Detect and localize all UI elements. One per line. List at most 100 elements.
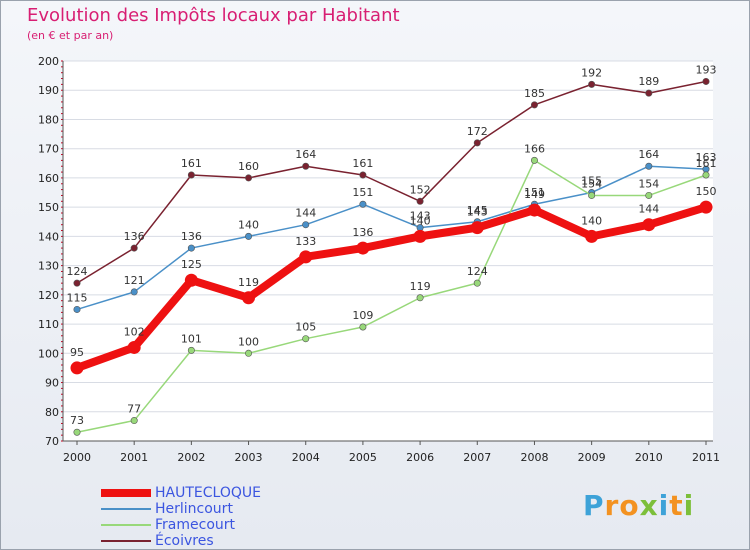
data-point-hautecloque	[70, 361, 84, 375]
plot-area	[63, 61, 713, 441]
data-label-herlincourt: 136	[181, 230, 202, 243]
x-tick-label: 2004	[292, 451, 320, 464]
data-label-framecourt: 100	[238, 335, 259, 348]
y-tick-label: 190	[38, 84, 59, 97]
data-point-hautecloque	[299, 250, 313, 264]
y-tick-label: 170	[38, 143, 59, 156]
data-point-ecoivres	[473, 139, 481, 147]
data-label-framecourt: 105	[295, 321, 316, 334]
legend-swatch	[101, 524, 151, 526]
data-label-ecoivres: 164	[295, 148, 316, 161]
data-label-hautecloque: 102	[124, 325, 145, 338]
x-tick-label: 2008	[520, 451, 548, 464]
data-point-hautecloque	[699, 200, 713, 214]
data-label-framecourt: 124	[467, 265, 488, 278]
x-tick-label: 2001	[120, 451, 148, 464]
data-label-ecoivres: 152	[410, 183, 431, 196]
x-tick-label: 2010	[635, 451, 663, 464]
x-tick-label: 2003	[235, 451, 263, 464]
data-point-framecourt	[73, 428, 81, 436]
data-label-herlincourt: 143	[410, 210, 431, 223]
data-point-framecourt	[645, 191, 653, 199]
x-tick-label: 2002	[177, 451, 205, 464]
logo-letter: i	[658, 489, 670, 522]
y-tick-label: 80	[45, 406, 59, 419]
data-point-ecoivres	[73, 279, 81, 287]
data-point-framecourt	[473, 279, 481, 287]
y-tick-label: 90	[45, 377, 59, 390]
y-tick-label: 110	[38, 318, 59, 331]
legend-swatch	[101, 489, 151, 497]
logo-letter: o	[619, 489, 640, 522]
data-label-hautecloque: 95	[70, 346, 84, 359]
chart-subtitle: (en € et par an)	[27, 29, 114, 42]
series-line-herlincourt	[76, 165, 707, 311]
y-tick-label: 180	[38, 113, 59, 126]
data-label-ecoivres: 160	[238, 160, 259, 173]
data-point-framecourt	[245, 349, 253, 357]
data-label-framecourt: 77	[127, 403, 141, 416]
data-label-hautecloque: 144	[638, 203, 659, 216]
data-point-ecoivres	[588, 80, 596, 88]
data-point-hautecloque	[413, 229, 427, 243]
data-point-hautecloque	[642, 218, 656, 232]
data-point-herlincourt	[645, 162, 653, 170]
data-point-herlincourt	[187, 244, 195, 252]
data-point-framecourt	[359, 323, 367, 331]
data-label-framecourt: 161	[696, 157, 717, 170]
data-point-hautecloque	[585, 229, 599, 243]
legend-label: HAUTECLOQUE	[155, 485, 261, 501]
data-point-framecourt	[130, 417, 138, 425]
data-point-hautecloque	[527, 203, 541, 217]
data-point-ecoivres	[245, 174, 253, 182]
data-label-ecoivres: 136	[124, 230, 145, 243]
data-label-herlincourt: 121	[124, 274, 145, 287]
x-tick-label: 2011	[692, 451, 720, 464]
data-label-herlincourt: 151	[524, 186, 545, 199]
data-label-framecourt: 109	[352, 309, 373, 322]
legend-label: Framecourt	[155, 517, 236, 533]
data-label-herlincourt: 164	[638, 148, 659, 161]
data-label-herlincourt: 145	[467, 204, 488, 217]
data-label-hautecloque: 119	[238, 276, 259, 289]
series-line-framecourt	[76, 159, 707, 433]
data-point-ecoivres	[645, 89, 653, 97]
data-label-hautecloque: 149	[524, 188, 545, 201]
series-line-hautecloque	[73, 203, 710, 372]
y-tick-label: 130	[38, 260, 59, 273]
y-tick-label: 140	[38, 230, 59, 243]
chart-title: Evolution des Impôts locaux par Habitant	[27, 5, 400, 26]
data-label-ecoivres: 172	[467, 125, 488, 138]
data-label-hautecloque: 140	[410, 214, 431, 227]
data-point-ecoivres	[302, 162, 310, 170]
logo-letter: x	[639, 489, 659, 522]
data-label-framecourt: 154	[581, 177, 602, 190]
data-point-framecourt	[302, 335, 310, 343]
data-point-hautecloque	[242, 291, 256, 305]
logo-letter: P	[583, 489, 605, 522]
data-label-framecourt: 73	[70, 414, 84, 427]
data-label-ecoivres: 192	[581, 66, 602, 79]
data-label-framecourt: 154	[638, 177, 659, 190]
data-point-framecourt	[702, 171, 710, 179]
data-label-herlincourt: 140	[238, 218, 259, 231]
data-label-hautecloque: 143	[467, 206, 488, 219]
data-point-framecourt	[416, 294, 424, 302]
logo-letter: t	[669, 489, 684, 522]
data-label-framecourt: 101	[181, 332, 202, 345]
logo-letter: r	[604, 489, 620, 522]
legend-swatch	[101, 508, 151, 510]
data-label-hautecloque: 133	[295, 235, 316, 248]
data-label-ecoivres: 161	[181, 157, 202, 170]
data-label-framecourt: 119	[410, 280, 431, 293]
data-point-ecoivres	[530, 101, 538, 109]
y-tick-label: 160	[38, 172, 59, 185]
data-label-hautecloque: 125	[181, 258, 202, 271]
data-label-herlincourt: 115	[67, 291, 88, 304]
y-tick-label: 70	[45, 435, 59, 448]
data-point-herlincourt	[359, 200, 367, 208]
proxiti-logo: Proxiti	[583, 489, 694, 522]
data-label-herlincourt: 163	[696, 151, 717, 164]
